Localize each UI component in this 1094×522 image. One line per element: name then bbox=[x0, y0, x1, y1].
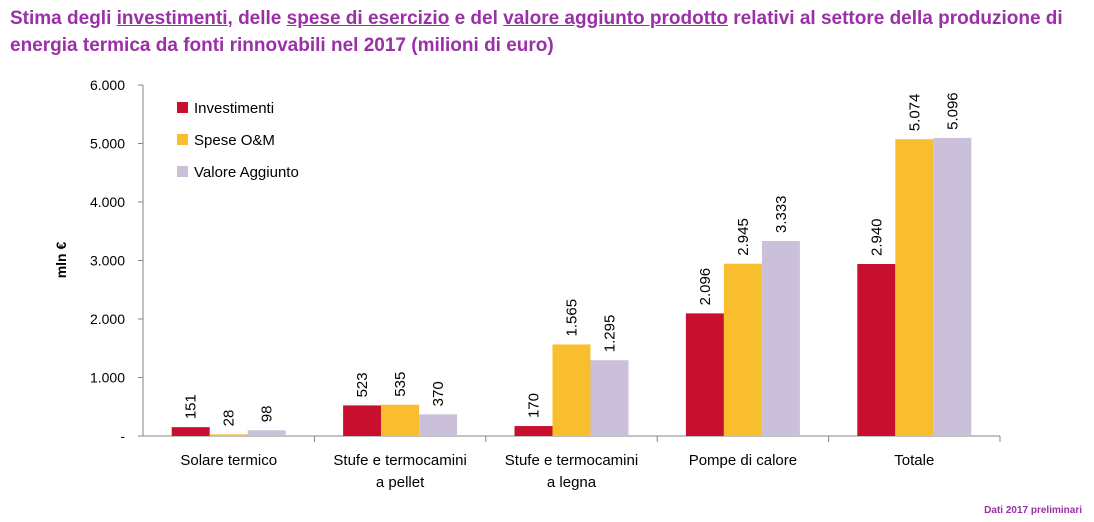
data-label: 370 bbox=[430, 381, 447, 406]
legend-label: Valore Aggiunto bbox=[194, 164, 299, 181]
title-part: , delle bbox=[227, 8, 287, 29]
x-category-label: Stufe e termocamini bbox=[333, 452, 466, 469]
bar-investimenti bbox=[171, 427, 210, 436]
y-tick-label: 4.000 bbox=[90, 194, 125, 210]
title-part: relativi al settore della produzione di … bbox=[10, 8, 1063, 56]
bar-investimenti bbox=[514, 426, 553, 436]
legend-label: Investimenti bbox=[194, 100, 274, 117]
bar-valore-aggiunto bbox=[933, 137, 972, 436]
data-label: 3.333 bbox=[773, 195, 790, 233]
bar-spese-o-m bbox=[381, 404, 420, 436]
y-tick-label: 1.000 bbox=[90, 370, 125, 386]
data-label: 5.074 bbox=[906, 94, 923, 132]
y-tick-label: 2.000 bbox=[90, 311, 125, 327]
title-part: investimenti bbox=[116, 8, 228, 29]
x-category-label: a pellet bbox=[376, 474, 425, 491]
y-tick-label: 5.000 bbox=[90, 136, 125, 152]
y-axis-label: mln € bbox=[53, 242, 69, 279]
data-label: 1.565 bbox=[564, 299, 581, 337]
x-category-label: a legna bbox=[547, 474, 597, 491]
legend-swatch bbox=[177, 134, 188, 145]
data-label: 1.295 bbox=[602, 315, 619, 353]
bar-investimenti bbox=[343, 405, 382, 436]
bar-spese-o-m bbox=[723, 263, 762, 436]
data-label: 5.096 bbox=[944, 92, 961, 130]
x-category-label: Totale bbox=[894, 452, 934, 469]
bar-spese-o-m bbox=[895, 139, 934, 436]
y-tick-label: 6.000 bbox=[90, 77, 125, 93]
legend-swatch bbox=[177, 102, 188, 113]
bar-valore-aggiunto bbox=[419, 414, 458, 436]
chart-title: Stima degli investimenti, delle spese di… bbox=[10, 5, 1070, 59]
data-label: 2.096 bbox=[697, 268, 714, 306]
data-label: 170 bbox=[526, 393, 543, 418]
bar-investimenti bbox=[857, 264, 896, 436]
y-tick-label: 3.000 bbox=[90, 253, 125, 269]
data-label: 151 bbox=[183, 394, 200, 419]
bar-spese-o-m bbox=[209, 434, 248, 436]
title-part: e del bbox=[449, 8, 504, 29]
data-label: 98 bbox=[259, 406, 276, 423]
data-label: 2.940 bbox=[868, 218, 885, 256]
legend-swatch bbox=[177, 166, 188, 177]
x-category-label: Pompe di calore bbox=[689, 452, 797, 469]
bar-valore-aggiunto bbox=[761, 241, 800, 436]
bar-spese-o-m bbox=[552, 344, 591, 436]
bar-valore-aggiunto bbox=[247, 430, 286, 436]
data-label: 28 bbox=[221, 410, 238, 427]
title-part: valore aggiunto prodotto bbox=[503, 8, 728, 29]
data-label: 2.945 bbox=[735, 218, 752, 256]
x-category-label: Solare termico bbox=[180, 452, 277, 469]
data-label: 535 bbox=[392, 372, 409, 397]
y-tick-label: - bbox=[120, 428, 125, 444]
title-part: Stima degli bbox=[10, 8, 117, 29]
x-category-label: Stufe e termocamini bbox=[505, 452, 638, 469]
bar-valore-aggiunto bbox=[590, 360, 629, 436]
data-label: 523 bbox=[354, 372, 371, 397]
title-part: spese di esercizio bbox=[286, 8, 450, 29]
legend-label: Spese O&M bbox=[194, 132, 275, 149]
bar-investimenti bbox=[685, 313, 724, 436]
footnote: Dati 2017 preliminari bbox=[984, 505, 1082, 516]
